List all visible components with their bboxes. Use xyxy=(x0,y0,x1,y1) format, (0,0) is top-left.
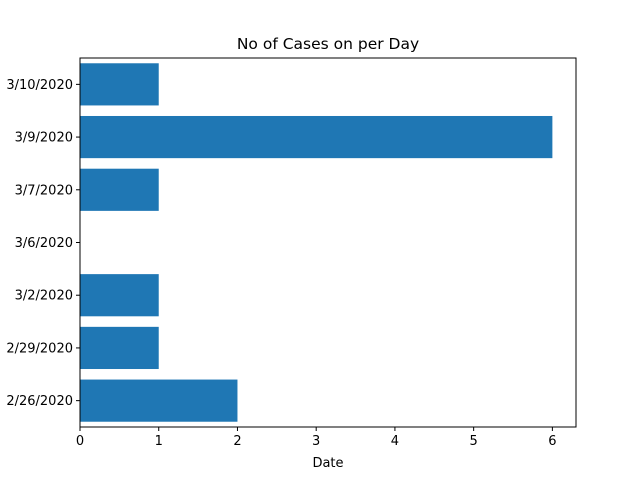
y-tick-label: 2/29/2020 xyxy=(6,341,73,356)
x-tick-label: 5 xyxy=(470,434,478,449)
y-tick-label: 3/2/2020 xyxy=(15,289,73,304)
bar xyxy=(80,63,159,106)
x-tick-label: 4 xyxy=(391,434,399,449)
bar xyxy=(80,168,159,211)
y-axis-ticks: 2/26/2020 2/29/2020 3/2/2020 3/6/2020 3/7/20… xyxy=(6,78,80,409)
y-tick-label: 2/26/2020 xyxy=(6,394,73,409)
y-tick-label: 3/7/2020 xyxy=(15,183,73,198)
x-tick-label: 3 xyxy=(312,434,320,449)
x-axis-label: Date xyxy=(312,456,343,471)
bar xyxy=(80,326,159,370)
y-tick-label: 3/9/2020 xyxy=(15,131,73,146)
y-tick-label: 3/6/2020 xyxy=(15,236,73,251)
x-tick-label: 6 xyxy=(548,434,556,449)
y-tick-label: 3/10/2020 xyxy=(6,78,73,93)
x-tick-label: 2 xyxy=(233,434,241,449)
bars xyxy=(80,63,553,422)
chart-title: No of Cases on per Day xyxy=(237,35,419,53)
bar xyxy=(80,274,159,317)
x-tick-label: 0 xyxy=(76,434,84,449)
x-tick-label: 1 xyxy=(155,434,163,449)
plot-frame xyxy=(79,57,577,428)
bar xyxy=(80,379,238,422)
x-axis-ticks: 0 1 2 3 4 5 6 xyxy=(76,427,557,449)
bar xyxy=(80,115,553,159)
